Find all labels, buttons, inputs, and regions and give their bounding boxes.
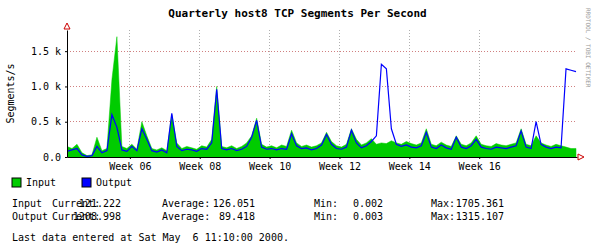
title: Quarterly host8 TCP Segments Per Second [168,7,426,20]
y-grid-line [67,121,577,122]
y-tick: 0.5 k [31,116,67,127]
x-tick-label: Week 12 [319,161,361,172]
x-axis: Week 06 Week 08 Week 10 Week 12 Week 14 Week … [68,157,578,172]
x-tick: Week 12 [319,157,361,172]
summary-label: Min: [314,211,338,222]
x-tick-mark [130,157,131,159]
y-tick-label: 1.0 k [31,81,61,92]
summary-value: 126.051 [213,198,255,209]
summary-value: 0.003 [353,211,383,222]
legend-label: Output [96,177,132,188]
y-tick-label: 0.0 [43,152,61,163]
summary: InputCurrent:121.222Average:126.051Min:0… [12,198,504,222]
x-grid-line [129,30,130,157]
x-tick-mark [339,157,340,159]
x-tick: Week 08 [179,157,221,172]
y-grid-line [67,51,577,52]
background [0,0,595,251]
y-tick-label: 1.5 k [31,46,61,57]
legend-swatch [12,178,21,187]
series-group [67,37,576,157]
summary-value: 121.222 [79,198,121,209]
x-tick: Week 14 [389,157,431,172]
legend: Input Output [12,177,132,188]
summary-value: 0.002 [353,198,383,209]
summary-label: Min: [314,198,338,209]
chart: Week 06 Week 08 Week 10 Week 12 Week 14 Week … [0,0,595,251]
x-grid-line [339,30,340,157]
legend-swatch [82,178,91,187]
footnote: Last data entered at Sat May 6 11:10:00 … [12,232,289,243]
summary-label: Average: [162,198,210,209]
x-tick-label: Week 16 [459,161,501,172]
x-tick: Week 06 [109,157,151,172]
x-tick: Week 16 [459,157,501,172]
y-tick-label: 0.5 k [31,116,61,127]
y-tick-mark [65,122,67,123]
y-tick-mark [65,51,67,52]
x-tick-mark [270,157,271,159]
x-grid-line [479,30,480,157]
y-axis-line [67,31,68,158]
summary-label: Max: [431,211,455,222]
y-tick: 0.0 [43,152,67,163]
x-tick-label: Week 08 [179,161,221,172]
plot-area [67,30,577,157]
x-tick: Week 10 [249,157,291,172]
y-tick: 1.5 k [31,46,67,57]
y-tick: 1.0 k [31,81,67,92]
x-axis-arrow [578,154,584,160]
summary-label: Max: [431,198,455,209]
x-tick-label: Week 10 [249,161,291,172]
summary-row-name: Output [12,211,48,222]
x-tick-mark [479,157,480,159]
x-tick-mark [409,157,410,159]
x-grid-line [409,30,410,157]
legend-label: Input [26,177,56,188]
y-grid-line [67,86,577,87]
y-axis-arrow [64,23,70,29]
grid [67,30,577,157]
y-tick-mark [65,86,67,87]
summary-value: 1208.998 [73,211,121,222]
x-grid-line [269,30,270,157]
summary-value: 89.418 [219,211,255,222]
x-tick-mark [200,157,201,159]
y-axis: 0.0 0.5 k 1.0 k 1.5 k [31,31,68,163]
y-tick-mark [65,157,67,158]
y-axis-title: Segments/s [5,63,16,123]
x-axis-line [68,157,578,158]
x-tick-label: Week 06 [109,161,151,172]
summary-row-name: Input [12,198,42,209]
x-grid-line [199,30,200,157]
output-line [67,64,576,156]
summary-label: Average: [162,211,210,222]
x-tick-label: Week 14 [389,161,431,172]
credit: RRDTOOL / TOBI OETIKER [585,8,592,88]
input-area [67,37,576,157]
summary-value: 1705.361 [456,198,504,209]
summary-value: 1315.107 [456,211,504,222]
